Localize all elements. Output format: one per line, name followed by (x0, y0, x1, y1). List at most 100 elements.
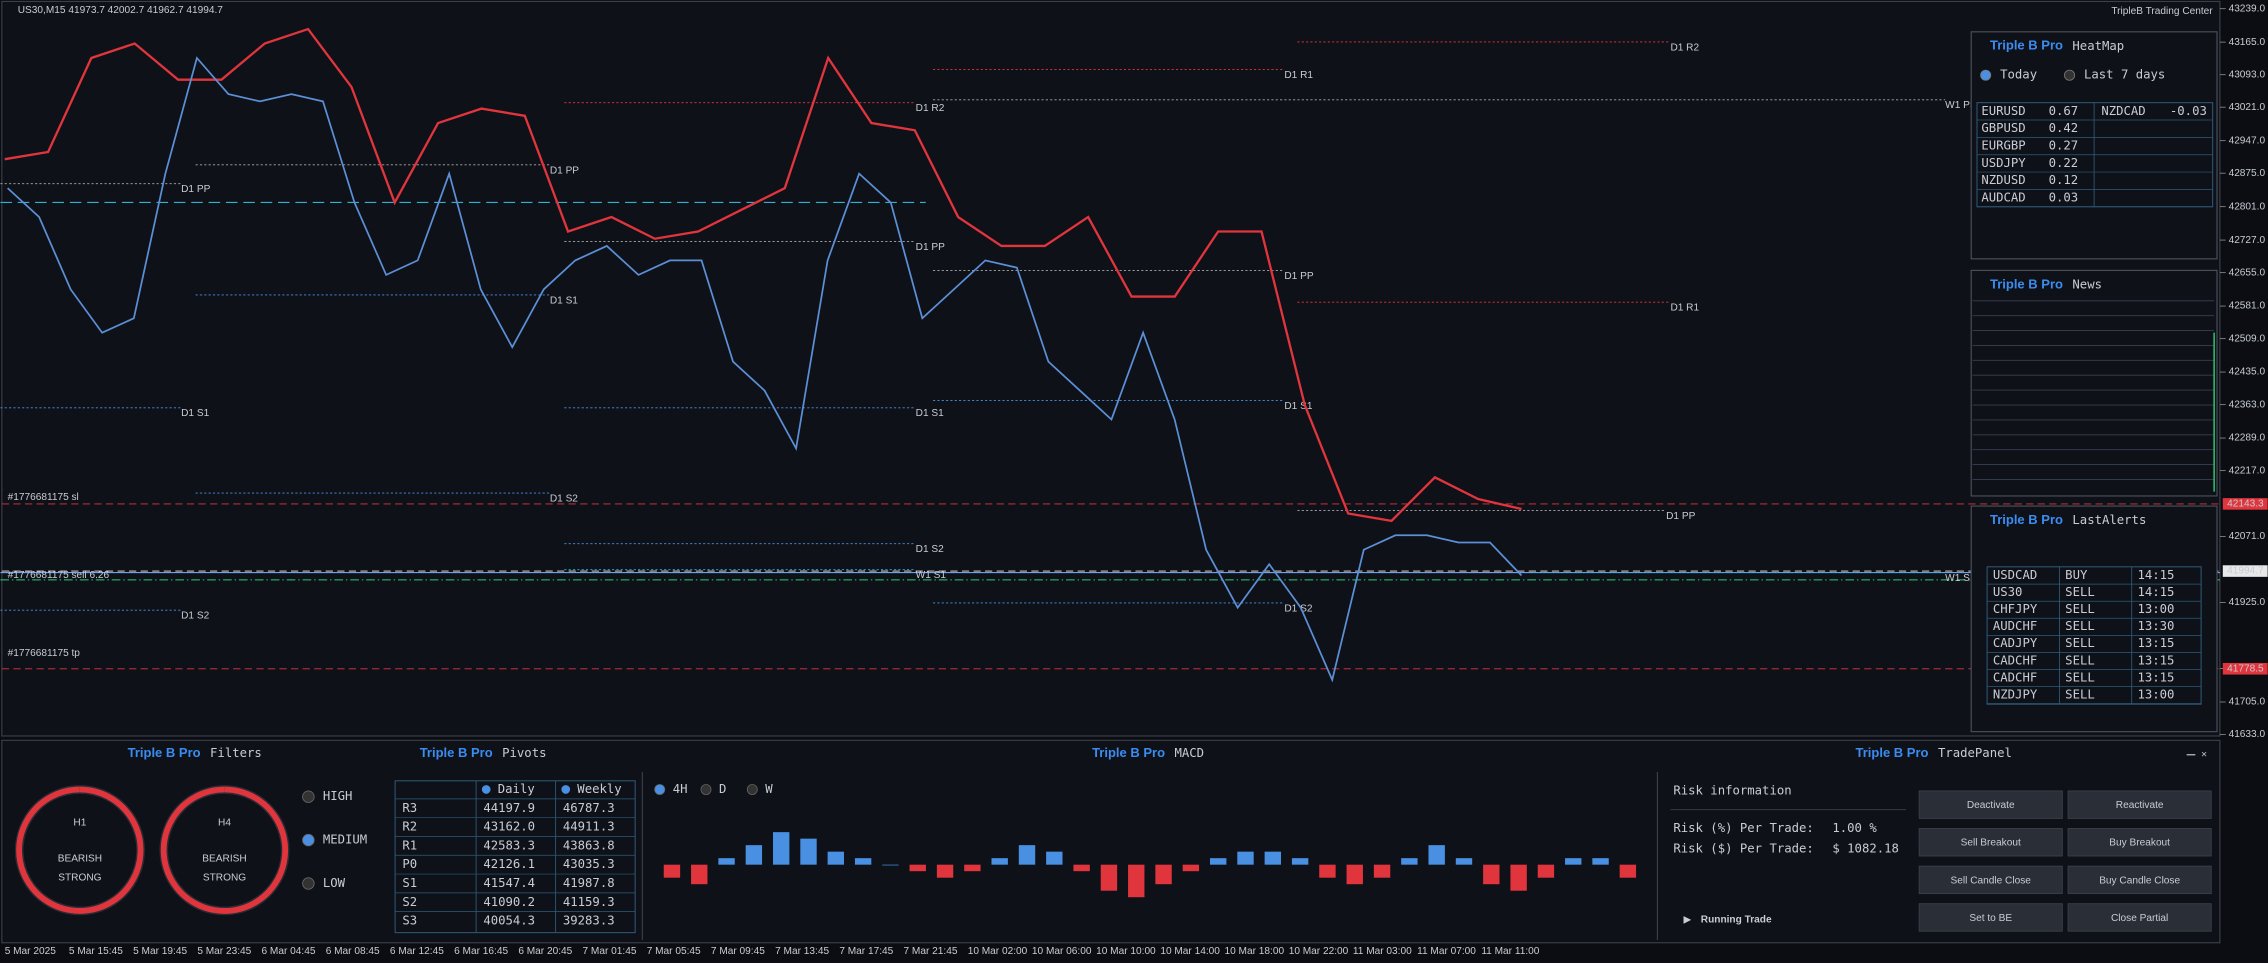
alert-cell: 14:15 (2137, 585, 2174, 599)
filter-radio[interactable] (302, 833, 315, 847)
trade-button[interactable] (1918, 903, 2063, 932)
pivot-radio[interactable] (561, 785, 571, 794)
filter-radio[interactable] (302, 877, 315, 890)
level-label: D1 S1 (181, 408, 209, 419)
trade-button[interactable] (2067, 828, 2212, 857)
macd-radio[interactable] (654, 784, 666, 795)
running-trade: Running Trade (1701, 914, 1772, 925)
alert-cell: SELL (2065, 670, 2095, 684)
pivot-cell: R3 (402, 801, 417, 815)
alert-cell: CADJPY (1993, 636, 2038, 650)
macd-bar (1537, 864, 1555, 878)
price-tick-label: 41925.0 (2229, 597, 2266, 608)
pivot-cell: S3 (402, 914, 417, 928)
trade-button-label: Buy Candle Close (2099, 875, 2180, 886)
time-label: 6 Mar 16:45 (454, 946, 508, 957)
pivot-cell: 44197.9 (483, 801, 535, 815)
pivot-radio[interactable] (481, 785, 491, 794)
pivot-cell: R2 (402, 820, 417, 834)
trade-button[interactable] (2067, 903, 2212, 932)
trade-button[interactable] (2067, 790, 2212, 819)
macd-bar (1237, 851, 1254, 865)
heatmap-pair: EURUSD (1981, 104, 2025, 118)
tab-radio[interactable] (1980, 69, 1992, 81)
alert-cell: SELL (2065, 585, 2095, 599)
alert-cell: SELL (2065, 602, 2095, 616)
price-tick-label: 43165.0 (2229, 37, 2266, 48)
price-tick-label: 42071.0 (2229, 531, 2266, 542)
panel-brand: Triple B Pro (1990, 38, 2063, 53)
pivot-cell: 46787.3 (563, 801, 615, 815)
macd-bar (1319, 864, 1336, 878)
alert-cell: 14:15 (2137, 568, 2174, 582)
ohlc: 41973.7 42002.7 41962.7 41994.7 (68, 5, 223, 16)
heatmap-pair: NZDCAD (2101, 104, 2145, 118)
macd-bar (718, 858, 735, 865)
macd-bar (1073, 864, 1090, 872)
heatmap-pair: EURGBP (1981, 139, 2025, 153)
macd-bar (800, 838, 817, 865)
bottom-panel (1, 739, 2221, 944)
macd-bar (1182, 864, 1200, 872)
macd-bar (1291, 858, 1309, 865)
gauge-arc (160, 786, 289, 914)
macd-radio[interactable] (746, 784, 758, 795)
level-label: D1 R1 (1670, 303, 1699, 314)
trade-button[interactable] (2067, 865, 2212, 895)
level-label: D1 S2 (916, 544, 944, 555)
time-label: 10 Mar 02:00 (968, 946, 1028, 957)
macd-bar (1592, 858, 1609, 865)
macd-bar (1209, 858, 1227, 865)
filter-level: HIGH (323, 789, 353, 803)
time-label: 10 Mar 22:00 (1289, 946, 1349, 957)
price-tick-label: 42217.0 (2229, 465, 2266, 476)
panel-title: Pivots (502, 746, 546, 760)
time-label: 6 Mar 12:45 (390, 946, 444, 957)
price-tick-label: 42655.0 (2229, 267, 2266, 278)
time-label: 11 Mar 11:00 (1481, 946, 1539, 957)
time-label: 10 Mar 10:00 (1096, 946, 1156, 957)
price-tick-label: 42509.0 (2229, 333, 2266, 344)
macd-bar (1346, 864, 1363, 885)
trade-button-label: Set to BE (1969, 913, 2012, 924)
alert-cell: AUDCHF (1993, 619, 2037, 633)
tab-radio[interactable] (2064, 69, 2076, 81)
alert-cell: CADCHF (1993, 670, 2037, 684)
price-tick-label: 43093.0 (2229, 69, 2266, 80)
panel-title: LastAlerts (2072, 513, 2146, 527)
trade-button[interactable] (1918, 828, 2063, 857)
pivot-cell: 43035.3 (563, 857, 615, 871)
macd-bar (854, 858, 872, 865)
time-label: 11 Mar 07:00 (1417, 946, 1476, 957)
level-label: W1 PP (1945, 100, 1977, 111)
time-label: 6 Mar 20:45 (518, 946, 572, 957)
expand-icon: ▶ (1683, 914, 1691, 925)
pivot-cell: 43863.8 (563, 838, 615, 852)
trade-button[interactable] (1918, 790, 2063, 819)
trade-button[interactable] (1918, 865, 2063, 895)
heatmap-value: 0.27 (2049, 139, 2079, 153)
macd-radio[interactable] (700, 784, 712, 795)
risk-label: Risk ($) Per Trade: (1673, 841, 1813, 855)
filter-level: LOW (323, 876, 346, 890)
level-label: D1 PP (1666, 511, 1695, 522)
gauge-timeframe: H1 (73, 817, 86, 828)
filter-radio[interactable] (302, 790, 315, 803)
macd-bar (991, 858, 1008, 865)
alert-cell: CHFJPY (1993, 602, 2038, 616)
price-tag (2222, 662, 2268, 675)
close-icon: × (2201, 749, 2207, 760)
order-label: #1776681175 sell 6.26 (8, 570, 110, 581)
order-label: #1776681175 sl (8, 492, 79, 503)
macd-bar (1100, 864, 1118, 891)
trade-button-label: Close Partial (2111, 913, 2168, 924)
alert-cell: US30 (1993, 585, 2023, 599)
macd-bar (1128, 864, 1145, 898)
macd-bar (1373, 864, 1391, 878)
price-tick-label: 42581.0 (2229, 301, 2266, 312)
panel-brand: Triple B Pro (1092, 745, 1165, 760)
pivot-cell: 41547.4 (483, 876, 535, 890)
gauge-arc (16, 786, 144, 914)
panel-brand: Triple B Pro (1990, 512, 2063, 527)
